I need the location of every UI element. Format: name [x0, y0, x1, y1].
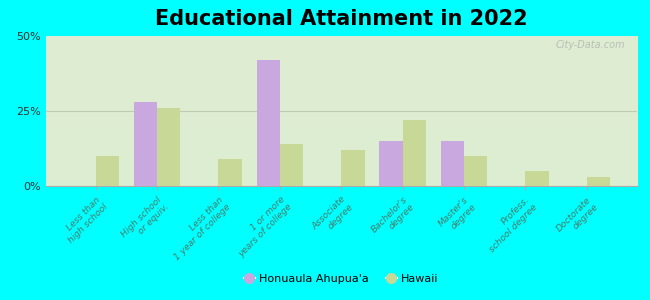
Bar [96, 156, 119, 186]
Bar [218, 159, 242, 186]
Title: Educational Attainment in 2022: Educational Attainment in 2022 [155, 9, 528, 29]
Bar [157, 108, 181, 186]
Bar [464, 156, 488, 186]
Bar [441, 141, 464, 186]
Bar [134, 102, 157, 186]
Bar [402, 120, 426, 186]
Bar [280, 144, 303, 186]
Text: City-Data.com: City-Data.com [556, 40, 625, 50]
Bar [525, 171, 549, 186]
Bar [380, 141, 402, 186]
Legend: Honuaula Ahupua'a, Hawaii: Honuaula Ahupua'a, Hawaii [239, 269, 443, 288]
Bar [587, 177, 610, 186]
Bar [257, 60, 280, 186]
Bar [341, 150, 365, 186]
